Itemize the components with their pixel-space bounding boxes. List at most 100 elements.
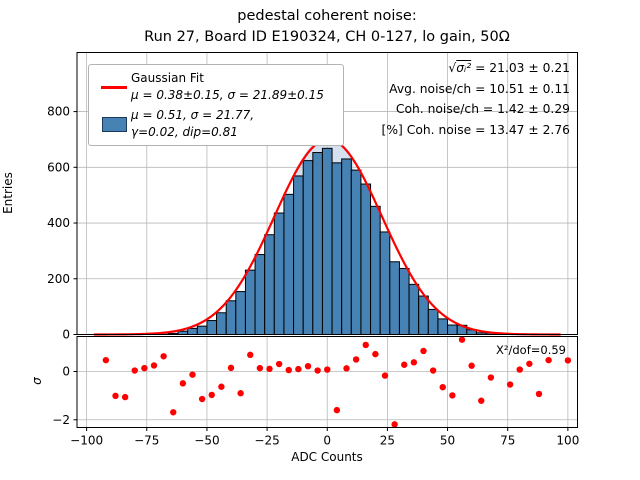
y-axis-label-entries: Entries xyxy=(1,172,15,214)
residual-dot xyxy=(275,360,283,368)
residual-dot xyxy=(150,362,158,369)
histogram-bar xyxy=(389,261,400,335)
xtick-label: −75 xyxy=(134,434,159,448)
histogram-bar xyxy=(264,234,275,335)
histogram-bar xyxy=(302,160,314,335)
residual-dot xyxy=(401,361,408,368)
legend-entry-gaussian-fit: Gaussian Fit μ = 0.38±0.15, σ = 21.89±0.… xyxy=(97,70,335,104)
residual-dot xyxy=(102,356,110,364)
histogram-bar xyxy=(379,231,391,335)
xtick-label: 25 xyxy=(380,434,395,448)
stat-sqrt-sigma: √σᵢ² = 21.03 ± 0.21 xyxy=(448,61,570,75)
xtick-label: −25 xyxy=(254,434,279,448)
residual-dot xyxy=(439,383,446,391)
histogram-bar xyxy=(244,269,256,335)
residual-dot xyxy=(343,365,350,372)
stats-block: √σᵢ² = 21.03 ± 0.21 Avg. noise/ch = 10.5… xyxy=(382,58,570,140)
histogram-bar xyxy=(321,147,333,335)
residual-dot xyxy=(352,356,360,363)
residual-dot xyxy=(170,409,177,416)
xtick-label: 0 xyxy=(323,434,331,448)
xtick-label: 100 xyxy=(556,434,579,448)
residual-dot xyxy=(333,406,341,414)
legend-hist-params-line1: μ = 0.51, σ = 21.77, xyxy=(131,108,255,122)
residual-dot xyxy=(458,336,466,343)
residual-dot xyxy=(535,390,543,398)
residual-dot xyxy=(237,390,244,397)
residual-dot xyxy=(131,367,138,374)
residual-dot xyxy=(285,366,292,374)
histogram-bar xyxy=(341,158,352,335)
residual-dot xyxy=(420,347,427,355)
histogram-bar xyxy=(331,162,343,335)
histogram-bar xyxy=(370,205,381,335)
legend-hist-params-line2: γ=0.02, dip=0.81 xyxy=(131,125,238,139)
legend: Gaussian Fit μ = 0.38±0.15, σ = 21.89±0.… xyxy=(88,64,344,146)
histogram-bar xyxy=(235,291,246,335)
xtick-label: 75 xyxy=(500,434,515,448)
legend-entry-histogram: μ = 0.51, σ = 21.77, γ=0.02, dip=0.81 xyxy=(97,107,335,141)
histogram-bar xyxy=(312,152,323,335)
ytick-label-main: 600 xyxy=(47,160,70,174)
residual-dot xyxy=(218,383,225,390)
residual-dot xyxy=(468,362,475,369)
histogram-bar xyxy=(427,308,439,336)
residual-dot xyxy=(487,374,495,381)
residual-dot xyxy=(526,360,533,367)
stat-pct-coh-noise: [%] Coh. noise = 13.47 ± 2.76 xyxy=(381,122,570,137)
histogram-bar xyxy=(350,169,362,335)
chart-title: pedestal coherent noise: Run 27, Board I… xyxy=(14,6,640,48)
y-axis-label-sigma: σ xyxy=(30,377,44,385)
residual-dot xyxy=(266,365,273,373)
histogram-bar xyxy=(398,267,410,335)
residual-dot xyxy=(295,365,302,373)
ytick-label-main: 0 xyxy=(62,328,70,342)
stat-avg-noise: Avg. noise/ch = 10.51 ± 0.11 xyxy=(389,81,570,96)
residual-dot xyxy=(227,364,235,372)
histogram-bar xyxy=(216,312,227,336)
residual-dot xyxy=(141,364,148,372)
chi2-label: X²/dof=0.59 xyxy=(496,343,566,357)
ytick-label-main: 400 xyxy=(47,216,70,230)
residual-dot xyxy=(564,357,572,364)
residual-dot xyxy=(429,367,437,374)
legend-fit-label: Gaussian Fit xyxy=(131,71,204,85)
histogram-bar xyxy=(187,327,198,336)
residual-dot xyxy=(189,371,196,378)
residual-dot xyxy=(381,372,389,379)
residual-dot xyxy=(314,367,321,374)
histogram-bar xyxy=(225,300,237,336)
histogram-bar xyxy=(447,324,458,336)
xtick-label: −100 xyxy=(70,434,103,448)
residual-dot xyxy=(198,395,206,403)
residual-dot xyxy=(256,364,264,372)
ytick-label-main: 200 xyxy=(47,272,70,286)
residual-dot xyxy=(304,362,312,370)
histogram-bar xyxy=(437,318,449,336)
histogram-bar xyxy=(196,325,208,336)
legend-fit-params: μ = 0.38±0.15, σ = 21.89±0.15 xyxy=(131,88,324,102)
xtick-label: 50 xyxy=(440,434,455,448)
residual-dot xyxy=(372,350,379,358)
histogram-bar xyxy=(254,254,266,336)
chart-title-line1: pedestal coherent noise: xyxy=(237,8,417,24)
residual-dot xyxy=(506,381,514,388)
residual-dot xyxy=(449,392,456,399)
histogram-bar xyxy=(283,193,295,335)
ytick-label-resid: −2 xyxy=(52,413,70,427)
residual-dot xyxy=(208,391,215,399)
histogram-bar xyxy=(293,175,304,335)
fit-line-icon xyxy=(101,85,127,89)
residual-dot xyxy=(160,353,167,360)
residual-dot xyxy=(112,392,119,400)
xtick-label: −50 xyxy=(194,434,219,448)
residual-dot xyxy=(478,397,485,404)
chart-title-line2: Run 27, Board ID E190324, CH 0-127, lo g… xyxy=(144,29,510,45)
histogram-patch-icon xyxy=(101,116,127,132)
residual-dot xyxy=(247,351,254,359)
residual-dot xyxy=(324,366,331,373)
stat-coh-noise: Coh. noise/ch = 1.42 ± 0.29 xyxy=(395,102,570,116)
ytick-label-main: 800 xyxy=(47,105,70,119)
